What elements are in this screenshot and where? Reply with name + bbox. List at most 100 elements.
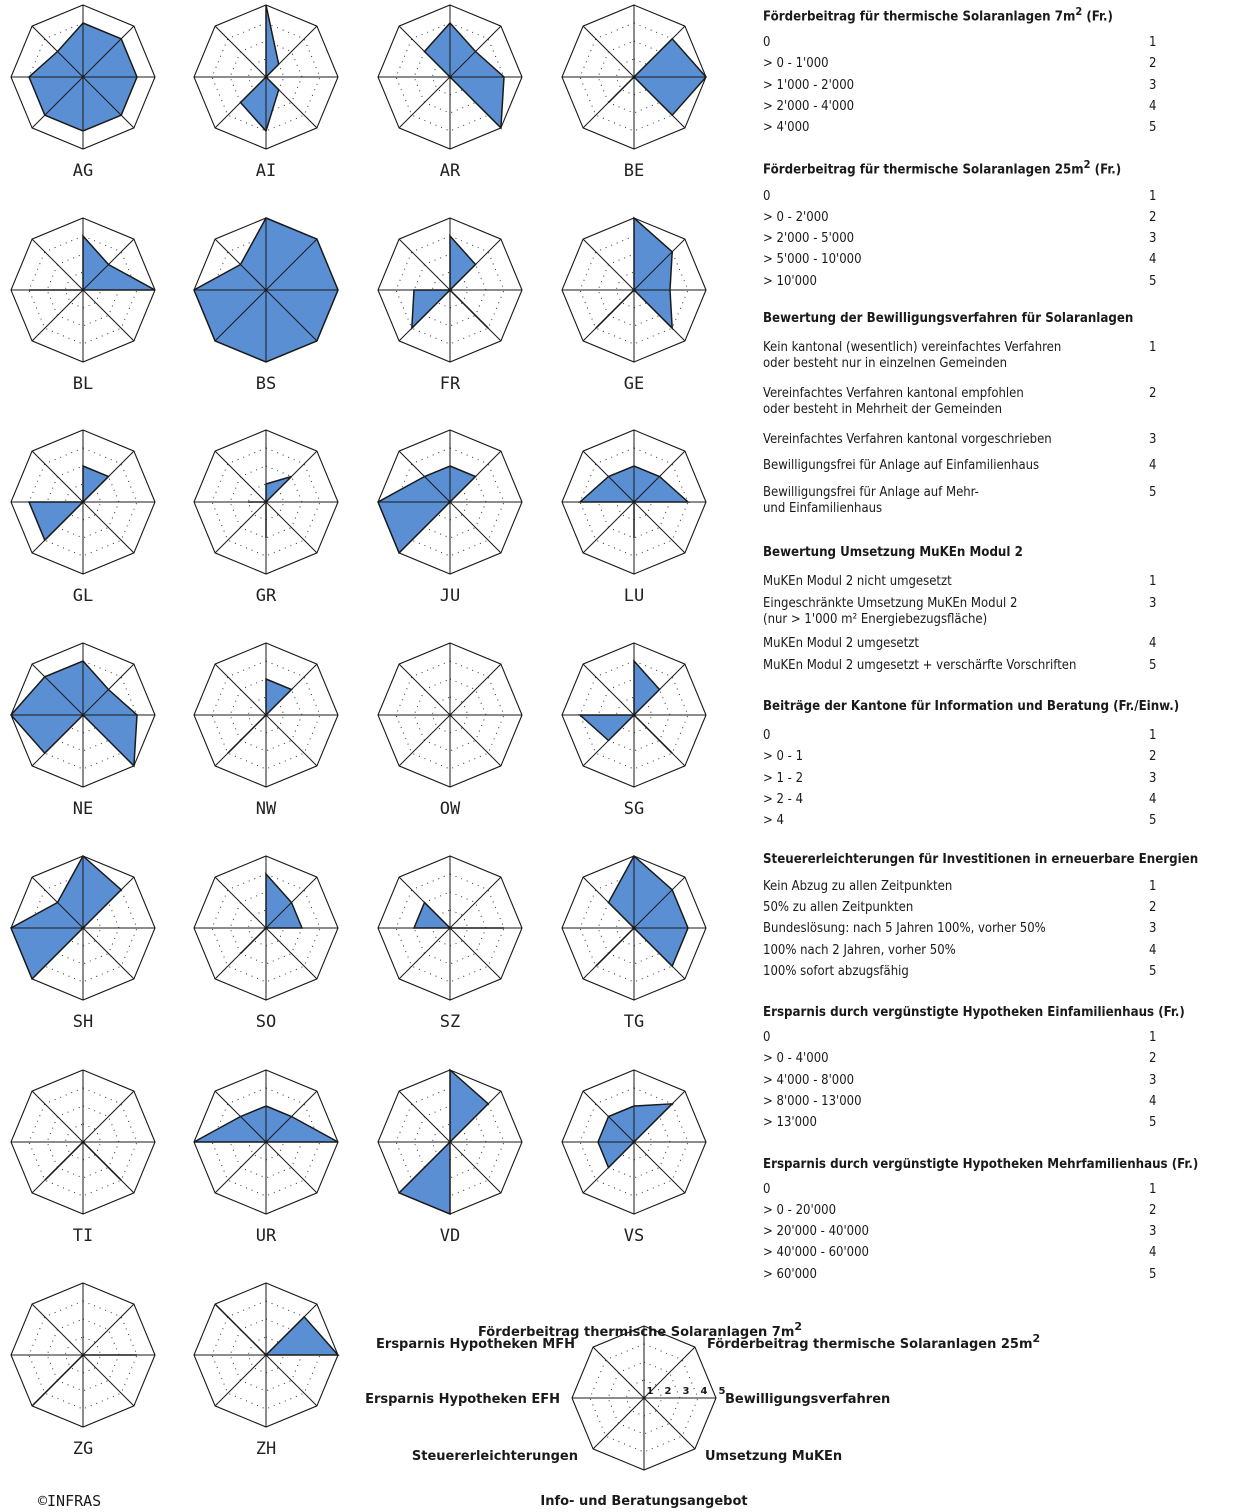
radar-AR: AR: [377, 4, 523, 181]
radar-TI: TI: [10, 1069, 156, 1246]
legend-section-title: Ersparnis durch vergünstigte Hypotheken …: [763, 1005, 1185, 1020]
key-axis-label-text: Förderbeitrag thermische Solaranlagen 25…: [707, 1337, 1033, 1352]
radar-spoke: [449, 238, 502, 291]
legend-row-value: 5: [1149, 485, 1157, 500]
radar-ring-3: [229, 40, 303, 114]
radar-spoke: [214, 1090, 267, 1143]
legend-row-value: 4: [1149, 252, 1157, 267]
legend-row-label: Vereinfachtes Verfahren kantonal vorgesc…: [763, 432, 1052, 447]
radar-NW: NW: [193, 642, 339, 819]
legend-row: Bundeslösung: nach 5 Jahren 100%, vorher…: [763, 921, 1163, 937]
legend-row-value: 5: [1149, 1267, 1157, 1282]
legend-row: Vereinfachtes Verfahren kantonal empfohl…: [763, 386, 1163, 418]
radar-spoke: [82, 1354, 135, 1407]
radar-spoke: [582, 76, 635, 129]
radar-spoke: [633, 1090, 686, 1143]
legend-row-label: > 5'000 - 10'000: [763, 252, 862, 267]
radar-spoke: [633, 450, 686, 503]
legend-row-value: 5: [1149, 964, 1157, 979]
legend-row: Vereinfachtes Verfahren kantonal vorgesc…: [763, 432, 1163, 448]
radar-spoke: [31, 1141, 84, 1194]
radar-spoke: [31, 289, 84, 342]
legend-row: > 60'000 5: [763, 1267, 1163, 1283]
radar-spoke: [31, 927, 84, 980]
canton-label: ZH: [256, 1439, 276, 1459]
radar-TG: TG: [561, 854, 707, 1032]
key-axis-label-text: Förderbeitrag thermische Solaranlagen 7m: [478, 1325, 794, 1340]
canton-label: OW: [440, 799, 461, 819]
radar-ring-3: [413, 1105, 487, 1179]
radar-VD: VD: [377, 1068, 523, 1246]
radar-spoke: [31, 238, 84, 291]
radar-ring-3: [46, 1318, 120, 1392]
legend-row-label: Bewilligungsfrei für Anlage auf Einfamil…: [763, 458, 1040, 473]
radar-ring-2: [615, 1123, 653, 1161]
legend-row-label: > 2'000 - 5'000: [763, 231, 855, 246]
canton-label: LU: [624, 586, 644, 606]
legend-section-title: Förderbeitrag für thermische Solaranlage…: [763, 5, 1113, 24]
radar-spoke: [582, 876, 635, 929]
radar-spoke: [592, 1397, 645, 1450]
legend-row: Bewilligungsfrei für Anlage auf Mehr- un…: [763, 485, 1163, 517]
legend-row-value: 3: [1149, 771, 1157, 786]
radar-ring-3: [607, 1361, 681, 1435]
radar-spoke: [582, 501, 635, 554]
legend-row: > 5'000 - 10'000 4: [763, 252, 1163, 268]
radar-spoke: [214, 927, 267, 980]
radar-ring-2: [431, 1123, 469, 1161]
radar-spoke: [214, 1303, 267, 1356]
radar-spoke: [582, 714, 635, 767]
radar-spoke: [265, 1090, 318, 1143]
canton-label: GE: [624, 374, 644, 394]
key-axis-label-text: Bewilligungsverfahren: [725, 1392, 890, 1407]
radar-spoke: [582, 1141, 635, 1194]
radar-spoke: [582, 1090, 635, 1143]
key-tick-label: 5: [719, 1386, 726, 1397]
canton-label: UR: [256, 1226, 277, 1246]
radar-spoke: [31, 714, 84, 767]
radar-spoke: [82, 663, 135, 716]
legend-row: > 10'000 5: [763, 274, 1163, 290]
legend-row-label: MuKEn Modul 2 umgesetzt: [763, 636, 919, 651]
legend-title-sup: 2: [1075, 5, 1083, 18]
legend-title-text: Bewertung der Bewilligungsverfahren für …: [763, 311, 1134, 326]
radar-spoke: [31, 76, 84, 129]
legend-row: Eingeschränkte Umsetzung MuKEn Modul 2 (…: [763, 596, 1163, 628]
legend-row-label: Eingeschränkte Umsetzung MuKEn Modul 2 (…: [763, 596, 1018, 627]
radar-spoke: [265, 663, 318, 716]
legend-row: > 0 - 2'000 2: [763, 210, 1163, 226]
legend-row-value: 5: [1149, 813, 1157, 828]
canton-label: GR: [256, 586, 277, 606]
legend-row-label: > 13'000: [763, 1115, 817, 1130]
radar-GL: GL: [10, 429, 156, 606]
radar-spoke: [214, 1141, 267, 1194]
legend-row-value: 2: [1149, 749, 1157, 764]
radar-spoke: [449, 25, 502, 78]
key-axis-label: Förderbeitrag thermische Solaranlagen 7m…: [478, 1320, 802, 1341]
radar-spoke: [265, 927, 318, 980]
canton-label: BS: [256, 374, 276, 394]
radar-spoke: [265, 714, 318, 767]
radar-spoke: [214, 289, 267, 342]
legend-row-value: 3: [1149, 921, 1157, 936]
legend-row-label: 0: [763, 35, 771, 50]
legend-row-value: 2: [1149, 386, 1157, 401]
radar-spoke: [265, 450, 318, 503]
radar-spoke: [449, 663, 502, 716]
legend-row-value: 5: [1149, 1115, 1157, 1130]
legend-row-label: > 0 - 1'000: [763, 56, 829, 71]
legend-row-value: 4: [1149, 1245, 1157, 1260]
radar-spoke: [214, 25, 267, 78]
radar-spoke: [82, 238, 135, 291]
canton-label: SG: [624, 799, 644, 819]
radar-spoke: [82, 1141, 135, 1194]
radar-spoke: [449, 501, 502, 554]
legend-row-value: 2: [1149, 210, 1157, 225]
radar-UR: UR: [193, 1069, 339, 1246]
legend-row: > 8'000 - 13'000 4: [763, 1094, 1163, 1110]
